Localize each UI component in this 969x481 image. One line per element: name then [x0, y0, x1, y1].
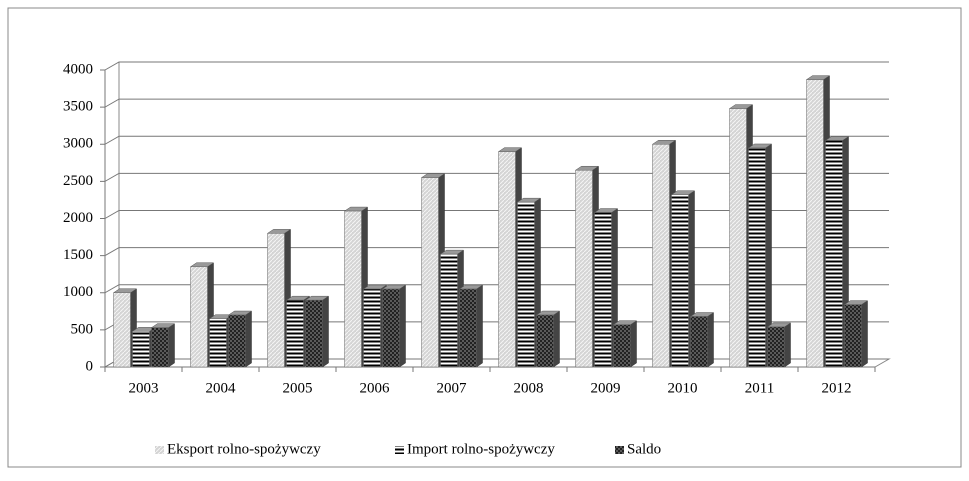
bar-side	[630, 320, 637, 368]
y-tick-label: 0	[86, 358, 94, 374]
grid-line	[104, 98, 889, 108]
bar	[227, 310, 253, 368]
grid-line	[104, 172, 889, 182]
x-tick-label: 2010	[668, 380, 698, 396]
x-tick-label: 2009	[591, 380, 621, 396]
y-tick-label: 2500	[63, 173, 93, 189]
bar	[535, 310, 561, 368]
legend-swatch	[155, 446, 164, 454]
bar	[593, 208, 619, 368]
bar	[670, 190, 696, 368]
bar-front	[536, 314, 554, 368]
bar-front	[132, 331, 150, 368]
x-tick-label: 2006	[360, 380, 391, 396]
x-tick-label: 2012	[822, 380, 852, 396]
bar	[516, 197, 542, 368]
legend-label: Saldo	[627, 441, 661, 457]
bar-front	[305, 299, 323, 368]
bar	[458, 284, 484, 368]
bar-front	[459, 288, 477, 368]
bar-side	[399, 284, 406, 368]
chart-frame	[7, 7, 962, 468]
bar-front	[767, 326, 785, 368]
bar-side	[784, 322, 791, 368]
bar-side	[168, 323, 175, 368]
bar-front	[113, 292, 131, 368]
bar-front	[228, 314, 246, 368]
grid-line	[104, 284, 889, 294]
bar	[381, 284, 407, 368]
bar-side	[322, 295, 329, 368]
bar-front	[517, 201, 535, 368]
bar-front	[652, 144, 670, 368]
bar	[747, 143, 773, 368]
bar-front	[748, 147, 766, 368]
bar-front	[844, 304, 862, 368]
legend-swatch	[615, 446, 624, 454]
bar-side	[861, 300, 868, 368]
bar-front	[190, 266, 208, 368]
bar-side	[245, 310, 252, 368]
bar-front	[575, 169, 593, 368]
y-tick-label: 3000	[63, 136, 93, 152]
bar-front	[498, 151, 516, 368]
y-tick-label: 2000	[63, 210, 93, 226]
bar-side	[707, 312, 714, 368]
grid-line	[104, 210, 889, 219]
bar-front	[690, 316, 708, 368]
bar-front	[421, 177, 439, 368]
grid-line	[104, 247, 889, 257]
bar-front	[209, 318, 227, 368]
y-tick-label: 1000	[63, 284, 93, 300]
bar	[689, 312, 715, 368]
bar-front	[344, 210, 362, 368]
bar-front	[363, 288, 381, 368]
bar-front	[286, 299, 304, 368]
x-tick-label: 2005	[283, 380, 313, 396]
bar-front	[151, 327, 169, 368]
grid-line	[104, 135, 889, 145]
bar-front	[671, 194, 689, 368]
legend-swatch	[395, 446, 404, 454]
bar-front	[825, 140, 843, 368]
bar-front	[806, 79, 824, 368]
legend-label: Eksport rolno-spożywczy	[167, 441, 321, 457]
grid-line	[104, 61, 889, 71]
bar	[150, 323, 176, 368]
bar-side	[476, 284, 483, 368]
legend-label: Import rolno-spożywczy	[407, 441, 555, 457]
bar-side	[553, 310, 560, 368]
y-tick-label: 500	[71, 321, 94, 337]
bar-front	[594, 212, 612, 368]
x-tick-label: 2007	[437, 380, 468, 396]
bar-front	[613, 324, 631, 368]
bar	[766, 322, 792, 368]
x-tick-label: 2004	[206, 380, 237, 396]
bar	[304, 295, 330, 368]
y-tick-label: 4000	[63, 61, 93, 77]
bar-front	[729, 108, 747, 368]
bar	[612, 320, 638, 368]
bar-front	[267, 233, 285, 368]
x-tick-label: 2003	[129, 380, 159, 396]
x-tick-label: 2008	[514, 380, 544, 396]
x-tick-label: 2011	[745, 380, 774, 396]
bar	[824, 136, 850, 368]
y-tick-label: 3500	[63, 99, 93, 115]
bar-front	[440, 253, 458, 368]
bar	[843, 300, 869, 368]
y-tick-label: 1500	[63, 247, 93, 263]
bar-front	[382, 288, 400, 368]
